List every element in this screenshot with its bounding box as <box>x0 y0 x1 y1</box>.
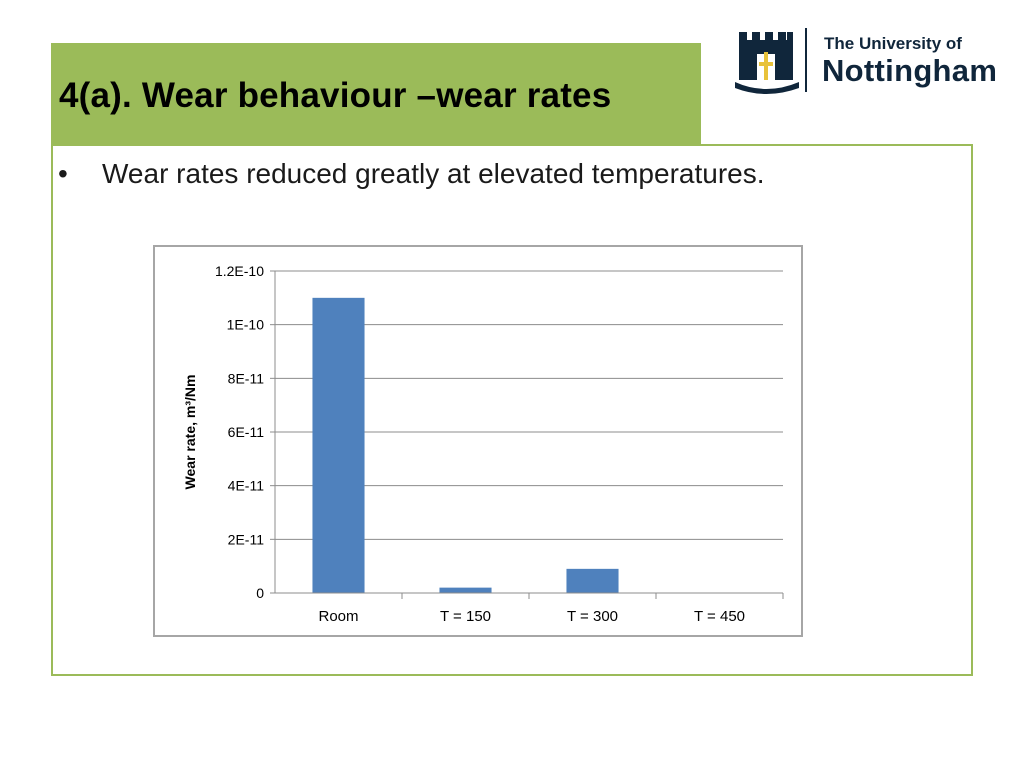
chart-frame: 0 2E-11 4E-11 6E-11 8E-11 1E-10 1.2E-10 Room T =… <box>153 245 803 637</box>
y-tick-label: 8E-11 <box>228 370 265 386</box>
castle-crest-icon <box>735 32 799 94</box>
x-tick-label: T = 300 <box>567 608 618 625</box>
bullet-symbol: • <box>58 158 68 189</box>
university-logo: The University of Nottingham <box>733 24 1013 98</box>
y-tick-label: 1.2E-10 <box>215 263 264 279</box>
y-tick-label: 6E-11 <box>228 424 265 440</box>
y-tick-label: 1E-10 <box>227 317 265 333</box>
title-band: 4(a). Wear behaviour –wear rates <box>51 43 701 144</box>
logo-line2: Nottingham <box>822 53 998 88</box>
y-tick-label: 4E-11 <box>228 478 265 494</box>
y-tick-label: 2E-11 <box>228 531 265 547</box>
slide-title: 4(a). Wear behaviour –wear rates <box>59 76 612 115</box>
y-axis-title: Wear rate, m³/Nm <box>182 375 198 490</box>
bar <box>439 587 492 593</box>
bullet-text: Wear rates reduced greatly at elevated t… <box>102 158 765 189</box>
bullet-item: • Wear rates reduced greatly at elevated … <box>58 158 765 190</box>
x-tick-label: T = 450 <box>694 608 745 625</box>
y-tick-label: 0 <box>256 585 264 601</box>
logo-divider <box>805 28 807 92</box>
wear-rate-chart: 0 2E-11 4E-11 6E-11 8E-11 1E-10 1.2E-10 Room T =… <box>182 263 784 625</box>
bar <box>312 297 365 593</box>
x-tick-label: T = 150 <box>440 608 491 625</box>
logo-line1: The University of <box>824 34 962 53</box>
x-tick-label: Room <box>318 608 358 625</box>
bar <box>566 568 619 593</box>
